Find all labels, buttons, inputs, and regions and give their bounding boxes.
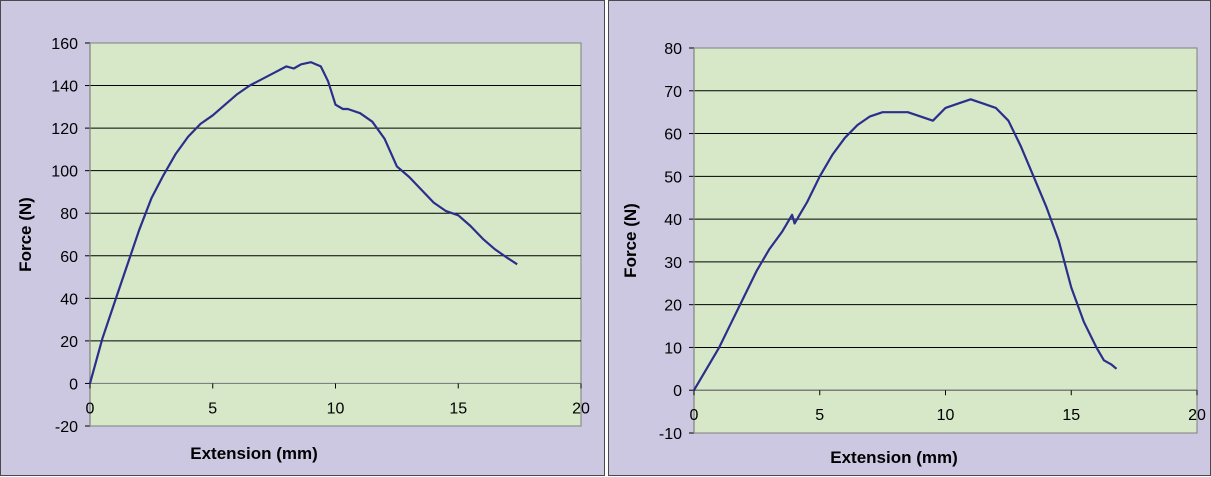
left-x-tick-label: 15 xyxy=(449,400,467,417)
left-y-tick-label: 160 xyxy=(51,36,78,53)
left-series-line-0 xyxy=(88,61,518,384)
right-y-tick-label: 50 xyxy=(664,169,682,186)
chart-panel-right: -10 0 10 20 30 40 50 60 70 80 0 5 10 15 20 Extension (m… xyxy=(608,0,1211,476)
left-x-tick-label: 10 xyxy=(327,400,345,417)
chart-panel-left: -20 0 20 40 60 80 100 120 140 160 0 5 10 15 20 Extensio… xyxy=(0,0,605,476)
right-x-tick-label: 5 xyxy=(815,407,824,424)
right-x-tick-label: 0 xyxy=(690,407,699,424)
panel-divider xyxy=(605,0,608,476)
right-y-tick-label: 10 xyxy=(664,340,682,357)
right-y-tick-label: 0 xyxy=(673,383,682,400)
right-y-tick-label: 20 xyxy=(664,298,682,315)
right-x-tick-label: 20 xyxy=(1188,407,1206,424)
right-y-axis-title: Force (N) xyxy=(621,203,640,278)
right-y-tick-label: -10 xyxy=(659,426,682,443)
right-series-line-0 xyxy=(693,98,1118,391)
left-y-tick-label: -20 xyxy=(55,419,78,436)
left-y-tick-label: 80 xyxy=(60,206,78,223)
right-y-tick-label: 70 xyxy=(664,84,682,101)
left-y-tick-label: 120 xyxy=(51,121,78,138)
right-plot-area xyxy=(693,47,1198,434)
right-x-tick-label: 10 xyxy=(937,407,955,424)
right-y-tick-label: 40 xyxy=(664,212,682,229)
chart-right-svg: -10 0 10 20 30 40 50 60 70 80 0 5 10 15 20 Extension (m… xyxy=(621,41,1206,467)
left-plot-area xyxy=(89,42,582,427)
chart-left-svg: -20 0 20 40 60 80 100 120 140 160 0 5 10 15 20 Extensio… xyxy=(16,36,590,463)
left-y-tick-label: 20 xyxy=(60,334,78,351)
left-y-tick-label: 60 xyxy=(60,249,78,266)
right-y-tick-label: 30 xyxy=(664,255,682,272)
left-x-tick-label: 5 xyxy=(208,400,217,417)
right-y-tick-label: 80 xyxy=(664,41,682,58)
left-y-tick-label: 0 xyxy=(69,376,78,393)
right-x-tick-label: 15 xyxy=(1062,407,1080,424)
left-x-axis-title: Extension (mm) xyxy=(190,444,318,463)
left-x-tick-label: 0 xyxy=(86,400,95,417)
left-y-tick-label: 140 xyxy=(51,79,78,96)
left-x-tick-label: 20 xyxy=(572,400,590,417)
right-y-tick-label: 60 xyxy=(664,127,682,144)
left-y-axis-title: Force (N) xyxy=(16,197,35,272)
left-y-tick-label: 100 xyxy=(51,164,78,181)
right-x-axis-title: Extension (mm) xyxy=(830,448,958,467)
left-y-tick-label: 40 xyxy=(60,291,78,308)
